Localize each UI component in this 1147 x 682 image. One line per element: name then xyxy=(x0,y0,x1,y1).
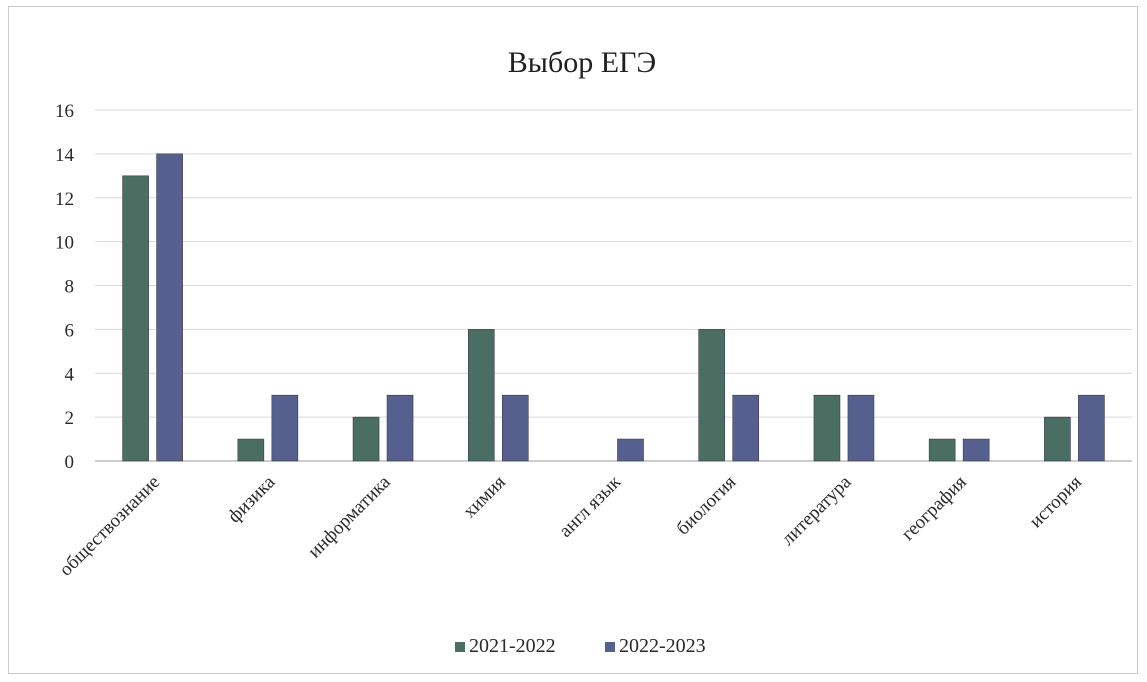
bar-2021-2022 xyxy=(928,438,956,462)
category-label: информатика xyxy=(304,471,395,562)
legend-label: 2021-2022 xyxy=(469,635,556,657)
y-tick-label: 14 xyxy=(55,145,75,166)
category-label: англ язык xyxy=(555,471,625,541)
legend-label: 2022-2023 xyxy=(619,635,706,657)
category-label: обществознание xyxy=(55,472,164,581)
bar-2022-2023 xyxy=(386,394,414,462)
legend-swatch xyxy=(605,642,615,652)
y-tick-label: 0 xyxy=(65,452,75,473)
bar-2022-2023 xyxy=(156,153,183,462)
bar-2021-2022 xyxy=(467,329,495,462)
y-tick-label: 12 xyxy=(55,189,74,210)
bar-2022-2023 xyxy=(271,394,299,462)
chart-title: Выбор ЕГЭ xyxy=(508,46,656,79)
gridlines xyxy=(95,109,1132,462)
category-label: история xyxy=(1025,472,1086,533)
bar-2022-2023 xyxy=(732,394,760,462)
y-tick-label: 6 xyxy=(65,320,75,341)
bar-2022-2023 xyxy=(617,438,644,462)
y-tick-label: 10 xyxy=(55,233,74,254)
bar-2022-2023 xyxy=(1078,394,1105,462)
category-label: химия xyxy=(459,472,510,523)
bar-2022-2023 xyxy=(501,394,529,462)
bar-2021-2022 xyxy=(237,438,265,462)
y-tick-label: 8 xyxy=(65,277,75,298)
bar-2021-2022 xyxy=(122,175,149,462)
legend-swatch xyxy=(455,642,465,652)
category-label: литература xyxy=(777,471,855,549)
y-tick-label: 16 xyxy=(55,101,74,122)
bar-2021-2022 xyxy=(698,329,726,462)
category-label: биология xyxy=(673,472,741,540)
category-label: география xyxy=(898,472,971,545)
bar-2022-2023 xyxy=(847,394,875,462)
bar-2021-2022 xyxy=(352,416,380,462)
bar-2021-2022 xyxy=(1044,416,1071,462)
chart-frame xyxy=(8,6,1138,674)
y-tick-label: 4 xyxy=(65,364,75,385)
x-axis-labels: обществознание физика информатика химия англ… xyxy=(55,471,1086,580)
y-axis-ticks: 0 2 4 6 8 10 12 14 16 xyxy=(55,101,75,473)
category-label: физика xyxy=(224,471,280,527)
bar-2021-2022 xyxy=(813,394,841,462)
legend: 2021-2022 2022-2023 xyxy=(455,635,706,657)
y-tick-label: 2 xyxy=(65,408,75,429)
bars xyxy=(122,153,1105,462)
bar-2022-2023 xyxy=(962,438,990,462)
